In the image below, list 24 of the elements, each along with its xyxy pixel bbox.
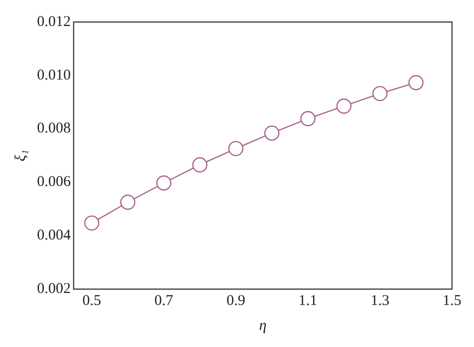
y-tick-label: 0.002: [37, 280, 71, 297]
point: [84, 215, 100, 231]
y-tick-label: 0.010: [37, 67, 71, 84]
x-tick-label: 1.3: [370, 292, 390, 309]
x-tick-label: 0.5: [82, 292, 102, 309]
x-tick-label: 1.5: [442, 292, 462, 309]
point: [300, 111, 316, 126]
point: [192, 157, 208, 172]
point: [408, 75, 424, 90]
y-axis-title: ξ₁: [12, 150, 29, 162]
point: [336, 98, 352, 114]
y-tick-label: 0.004: [37, 228, 72, 244]
point: [120, 194, 136, 210]
y-tick-label: 0.006: [37, 174, 72, 190]
point: [264, 125, 280, 141]
x-tick-label: 1.1: [298, 292, 318, 309]
y-tick-label: 0.008: [37, 120, 71, 137]
x-axis-title: η: [259, 318, 267, 334]
y-tick-label: 0.012: [37, 14, 71, 30]
point: [372, 86, 388, 102]
point: [228, 140, 244, 156]
point: [156, 175, 172, 191]
x-tick-label: 0.9: [226, 292, 246, 309]
x-tick-label: 0.7: [154, 292, 174, 309]
